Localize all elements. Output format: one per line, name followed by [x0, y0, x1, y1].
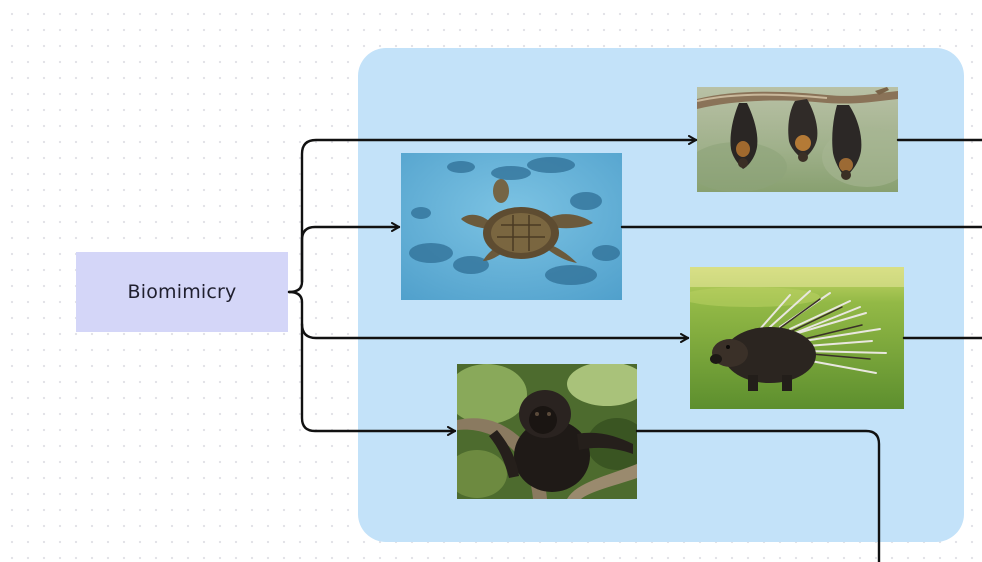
connector-to-porcupine [287, 290, 690, 343]
connector-to-turtle [300, 222, 401, 284]
bats-image[interactable] [697, 87, 898, 192]
topic-node-biomimicry[interactable]: Biomimicry [76, 252, 288, 332]
connector-monkey-out [635, 429, 881, 562]
bats-photo-icon [697, 87, 898, 192]
porcupine-image[interactable] [690, 267, 904, 409]
porcupine-photo-icon [690, 267, 904, 409]
sea-turtle-image[interactable] [401, 153, 622, 300]
howler-monkey-image[interactable] [457, 364, 637, 499]
howler-monkey-photo-icon [457, 364, 637, 499]
connector-to-monkey [300, 322, 457, 436]
topic-node-label: Biomimicry [127, 281, 237, 303]
connector-to-bats [287, 135, 698, 294]
sea-turtle-photo-icon [401, 153, 622, 300]
